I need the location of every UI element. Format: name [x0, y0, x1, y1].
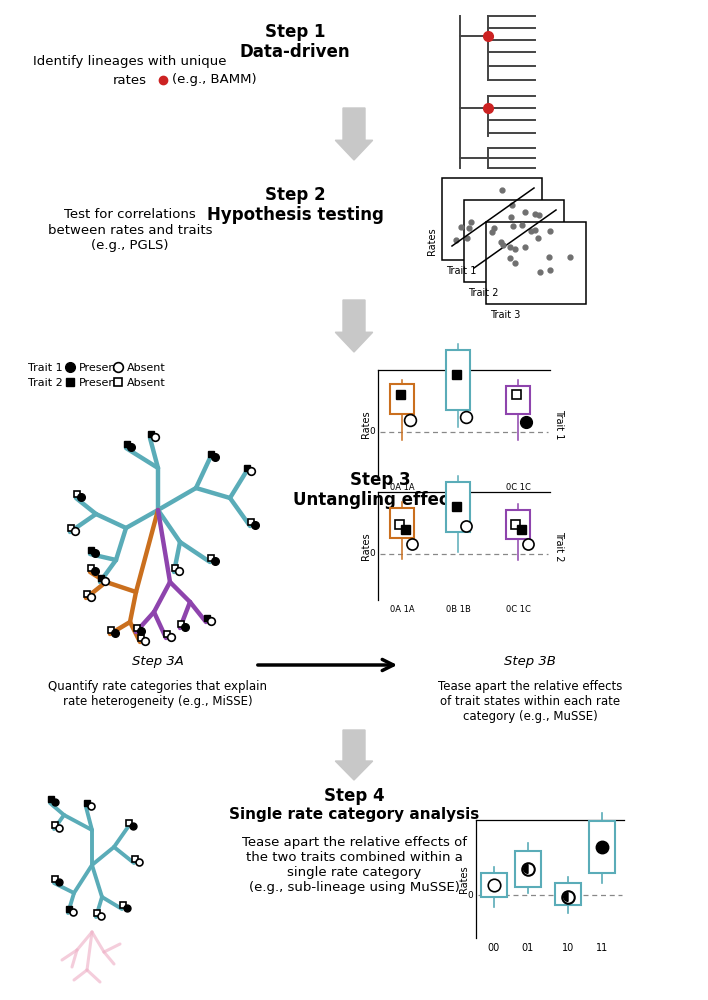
FancyBboxPatch shape — [481, 873, 507, 897]
Bar — [204, 615, 210, 621]
FancyBboxPatch shape — [486, 222, 586, 304]
Text: Quantify rate categories that explain
rate heterogeneity (e.g., MiSSE): Quantify rate categories that explain ra… — [49, 680, 268, 708]
Bar — [98, 575, 104, 581]
FancyBboxPatch shape — [555, 883, 581, 905]
Text: Rates: Rates — [459, 865, 469, 893]
Text: rates: rates — [113, 74, 147, 87]
Bar — [148, 431, 154, 437]
Bar — [66, 378, 74, 386]
Bar — [134, 625, 140, 631]
Bar — [172, 565, 178, 571]
Text: Tease apart the relative effects
of trait states within each rate
category (e.g.: Tease apart the relative effects of trai… — [438, 680, 622, 723]
Text: Test for correlations
between rates and traits
(e.g., PGLS): Test for correlations between rates and … — [47, 209, 212, 251]
FancyBboxPatch shape — [446, 482, 470, 532]
Bar — [401, 524, 409, 534]
Text: Step 3
Untangling effects: Step 3 Untangling effects — [293, 471, 467, 509]
Text: Step 3A: Step 3A — [132, 656, 184, 668]
Polygon shape — [524, 865, 528, 873]
Bar — [68, 525, 74, 531]
Bar — [88, 547, 94, 553]
Text: 01: 01 — [522, 943, 534, 953]
Bar — [84, 800, 90, 806]
Text: 0A 1A: 0A 1A — [389, 605, 414, 614]
Text: Single rate category analysis: Single rate category analysis — [229, 808, 479, 822]
Text: Step 3B: Step 3B — [504, 656, 556, 668]
Text: Rates: Rates — [361, 532, 371, 560]
Bar — [510, 520, 520, 528]
Bar — [67, 906, 72, 912]
Text: Rates: Rates — [427, 227, 437, 255]
FancyBboxPatch shape — [442, 178, 542, 260]
Bar — [452, 369, 460, 378]
Bar — [84, 591, 90, 597]
Text: Trait 2: Trait 2 — [28, 378, 63, 388]
Text: 00: 00 — [488, 943, 500, 953]
Bar — [48, 796, 54, 802]
Bar — [88, 565, 94, 571]
Text: Trait 1: Trait 1 — [28, 363, 62, 373]
Bar — [511, 389, 520, 398]
Bar — [126, 820, 132, 826]
FancyBboxPatch shape — [390, 384, 414, 414]
Text: Trait 3: Trait 3 — [490, 310, 520, 320]
FancyBboxPatch shape — [506, 386, 530, 414]
Bar — [74, 491, 80, 497]
Text: 0: 0 — [467, 890, 473, 900]
Bar — [208, 451, 214, 457]
Text: 0A 1A: 0A 1A — [389, 483, 414, 492]
Polygon shape — [564, 893, 568, 901]
Text: Trait 1: Trait 1 — [554, 409, 564, 439]
Text: 0: 0 — [370, 550, 375, 558]
Text: Identify lineages with unique: Identify lineages with unique — [33, 55, 227, 68]
FancyBboxPatch shape — [464, 200, 564, 282]
Text: 0: 0 — [370, 428, 375, 436]
Bar — [138, 635, 144, 641]
Bar — [124, 441, 130, 447]
Text: (e.g., BAMM): (e.g., BAMM) — [172, 74, 256, 87]
Text: Present: Present — [79, 363, 121, 373]
Bar — [108, 627, 114, 633]
Text: 0B 1B: 0B 1B — [445, 483, 470, 492]
Text: 11: 11 — [596, 943, 608, 953]
FancyBboxPatch shape — [515, 851, 541, 887]
Bar — [132, 856, 138, 862]
Bar — [396, 389, 404, 398]
Bar — [52, 876, 58, 882]
FancyBboxPatch shape — [390, 508, 414, 538]
Text: Absent: Absent — [127, 378, 166, 388]
Text: 10: 10 — [562, 943, 574, 953]
Text: Step 1
Data-driven: Step 1 Data-driven — [240, 23, 350, 61]
Bar — [452, 502, 460, 510]
Text: Trait 2: Trait 2 — [468, 288, 498, 298]
FancyBboxPatch shape — [589, 821, 615, 873]
Bar — [114, 378, 122, 386]
Bar — [164, 631, 170, 637]
FancyBboxPatch shape — [506, 510, 530, 539]
FancyArrow shape — [336, 108, 372, 160]
FancyBboxPatch shape — [446, 350, 470, 410]
Bar — [120, 902, 126, 908]
Bar — [178, 621, 184, 627]
Bar — [208, 555, 214, 561]
Text: 0B 1B: 0B 1B — [445, 605, 470, 614]
Bar — [94, 910, 100, 916]
FancyArrow shape — [336, 730, 372, 780]
Text: 0C 1C: 0C 1C — [506, 605, 530, 614]
Bar — [52, 822, 58, 828]
Text: Trait 1: Trait 1 — [446, 266, 476, 276]
Bar — [244, 465, 250, 471]
Text: Step 2
Hypothesis testing: Step 2 Hypothesis testing — [207, 186, 384, 224]
Text: Absent: Absent — [127, 363, 166, 373]
Text: 0C 1C: 0C 1C — [506, 483, 530, 492]
Text: Tease apart the relative effects of
the two traits combined within a
single rate: Tease apart the relative effects of the … — [241, 836, 467, 894]
Text: Rates: Rates — [361, 410, 371, 438]
Text: Present: Present — [79, 378, 121, 388]
Text: Step 4: Step 4 — [324, 787, 384, 805]
Bar — [248, 519, 254, 525]
Bar — [394, 520, 404, 528]
FancyArrow shape — [336, 300, 372, 352]
Bar — [517, 524, 525, 534]
Text: Trait 2: Trait 2 — [554, 531, 564, 561]
